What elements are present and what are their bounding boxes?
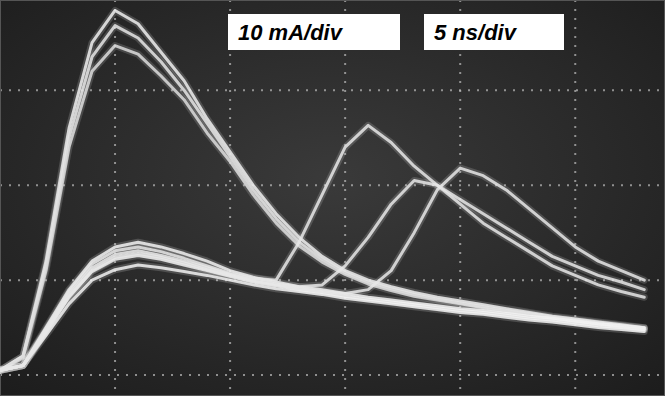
annotation-box bbox=[424, 14, 564, 50]
trace bbox=[0, 255, 644, 370]
annotation-box bbox=[228, 14, 400, 50]
trace bbox=[0, 26, 644, 371]
grid-line-x bbox=[229, 0, 231, 396]
grid-line-y bbox=[0, 184, 665, 186]
trace-glow bbox=[0, 26, 644, 371]
annotation-text: 10 mA/div bbox=[238, 20, 344, 45]
grid-line-x bbox=[344, 0, 346, 396]
trace bbox=[0, 125, 644, 370]
grid-line-y bbox=[0, 89, 665, 91]
grid-line-x bbox=[114, 0, 116, 396]
trace bbox=[0, 168, 644, 370]
grid-line-x bbox=[574, 0, 576, 396]
trace-glow bbox=[0, 125, 644, 370]
traces bbox=[0, 10, 644, 370]
trace-glow bbox=[0, 46, 644, 371]
annotation-text: 5 ns/div bbox=[434, 20, 518, 45]
trace bbox=[0, 46, 644, 371]
trace bbox=[0, 10, 644, 370]
annotation: 5 ns/div bbox=[424, 14, 564, 50]
trace-glow bbox=[0, 10, 644, 370]
trace-glow bbox=[0, 255, 644, 370]
background bbox=[0, 0, 665, 396]
trace-glow bbox=[0, 168, 644, 370]
grid bbox=[0, 0, 665, 396]
plot-frame bbox=[1, 1, 665, 396]
trace bbox=[0, 180, 644, 370]
trace-glow bbox=[0, 180, 644, 370]
grid-line-y bbox=[0, 374, 665, 376]
scope-screen: 10 mA/div 5 ns/div bbox=[0, 0, 665, 396]
annotation: 10 mA/div bbox=[228, 14, 400, 50]
